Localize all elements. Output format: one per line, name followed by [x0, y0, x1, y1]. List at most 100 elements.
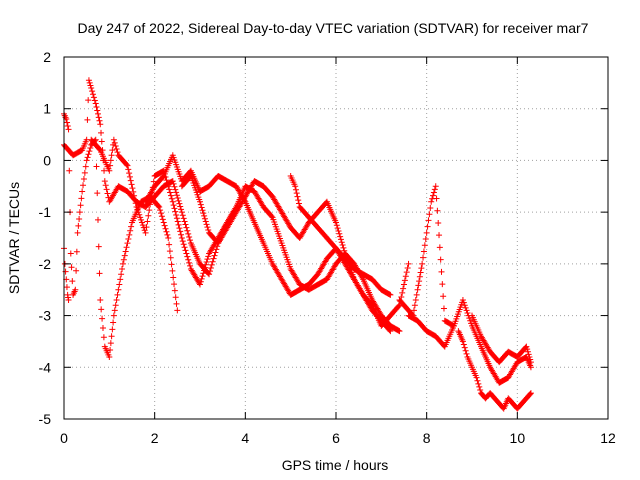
data-point: [163, 177, 170, 184]
data-point: [426, 211, 433, 218]
data-point: [178, 209, 185, 216]
data-point: [425, 217, 432, 224]
data-point: [63, 284, 70, 291]
data-point: [420, 248, 427, 255]
data-point: [73, 267, 80, 274]
data-point: [103, 186, 110, 193]
data-point: [114, 149, 121, 156]
data-point: [162, 225, 169, 232]
data-point: [295, 200, 302, 207]
data-point: [175, 221, 182, 228]
data-point: [527, 364, 534, 371]
data-point: [462, 347, 469, 354]
data-point: [172, 294, 179, 301]
data-point: [102, 182, 109, 189]
data-point: [292, 186, 299, 193]
x-tick-label: 8: [423, 430, 431, 446]
y-tick-label: -1: [39, 204, 52, 220]
data-point: [410, 307, 417, 314]
data-point: [398, 293, 405, 300]
data-point: [204, 256, 211, 263]
data-point: [111, 307, 118, 314]
data-point: [101, 178, 108, 185]
data-point: [123, 244, 130, 251]
data-point: [178, 206, 185, 213]
data-point: [106, 167, 113, 174]
x-tick-label: 4: [241, 430, 249, 446]
data-point: [123, 161, 130, 168]
data-point: [420, 254, 427, 261]
data-point: [97, 121, 104, 128]
data-point: [135, 209, 142, 216]
y-tick-label: -4: [39, 359, 52, 375]
series-sat-h: [396, 183, 457, 329]
data-point: [475, 380, 482, 387]
data-point: [199, 207, 206, 214]
data-point: [197, 198, 203, 205]
data-point: [113, 146, 120, 153]
data-point: [169, 267, 176, 274]
data-point: [170, 180, 177, 187]
data-point: [143, 224, 150, 231]
data-point: [107, 162, 114, 169]
data-point: [64, 119, 71, 126]
data-point: [178, 231, 185, 238]
data-point: [93, 163, 100, 170]
data-point: [93, 103, 100, 110]
y-tick-label: 2: [43, 49, 51, 65]
data-point: [461, 302, 468, 309]
data-point: [294, 193, 301, 200]
data-point: [462, 304, 469, 311]
data-point: [142, 229, 149, 236]
data-point: [85, 77, 92, 84]
data-point: [83, 157, 90, 164]
data-point: [432, 183, 439, 190]
data-point: [206, 271, 213, 278]
data-point: [467, 317, 474, 324]
data-point: [424, 223, 431, 230]
data-point: [94, 190, 101, 197]
data-point: [126, 231, 133, 238]
data-point: [182, 247, 189, 254]
data-point: [94, 107, 101, 114]
data-point: [109, 147, 116, 154]
data-point: [200, 210, 207, 217]
data-point: [187, 237, 194, 244]
data-point: [137, 214, 144, 221]
data-point: [122, 248, 129, 255]
data-point: [87, 82, 94, 89]
data-point: [174, 195, 181, 202]
data-point: [201, 264, 208, 271]
data-point: [76, 216, 83, 223]
data-point: [211, 252, 218, 259]
series-sat-k: [469, 312, 534, 366]
data-point: [100, 334, 107, 341]
data-point: [155, 203, 162, 210]
data-point: [92, 100, 99, 107]
data-point: [74, 229, 81, 236]
data-point: [423, 229, 430, 236]
data-point: [399, 289, 406, 296]
data-point: [75, 222, 82, 229]
data-point: [69, 278, 76, 285]
data-point: [418, 265, 425, 272]
x-tick-label: 2: [151, 430, 159, 446]
data-point: [185, 256, 192, 263]
data-point: [113, 297, 120, 304]
data-point: [197, 278, 204, 285]
y-axis-title: SDTVAR / TECUs: [6, 182, 22, 294]
data-points: [61, 77, 534, 412]
data-point: [202, 261, 209, 268]
data-point: [174, 218, 181, 225]
data-point: [131, 192, 138, 199]
data-point: [112, 302, 119, 309]
data-point: [186, 233, 193, 240]
data-point: [401, 281, 407, 288]
data-point: [125, 236, 132, 243]
data-point: [422, 236, 429, 243]
data-point: [209, 258, 216, 265]
data-point: [396, 328, 403, 335]
data-point: [436, 232, 443, 239]
